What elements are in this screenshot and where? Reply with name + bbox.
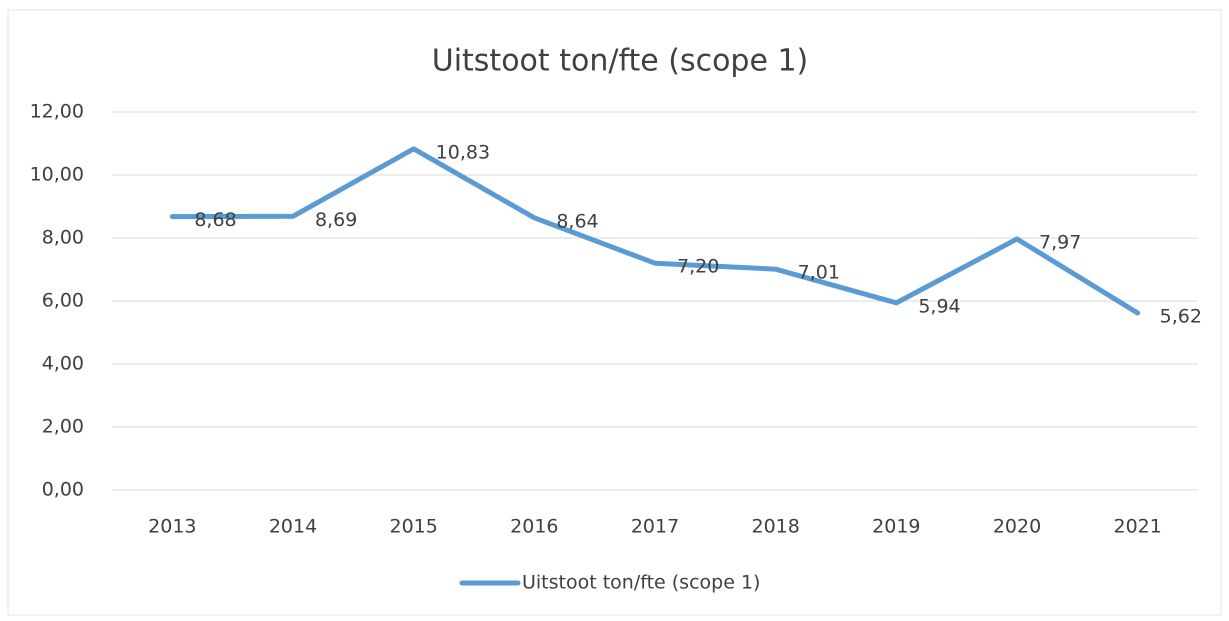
data-label: 5,62 bbox=[1160, 305, 1202, 327]
chart-title: Uitstoot ton/fte (scope 1) bbox=[432, 44, 809, 79]
data-label: 8,68 bbox=[194, 209, 236, 231]
x-tick-label: 2014 bbox=[269, 516, 317, 538]
x-tick-label: 2021 bbox=[1113, 516, 1161, 538]
y-tick-label: 6,00 bbox=[42, 290, 84, 312]
data-label: 10,83 bbox=[436, 141, 490, 163]
data-label: 7,20 bbox=[677, 256, 719, 278]
data-label: 7,97 bbox=[1039, 231, 1081, 253]
x-tick-label: 2013 bbox=[148, 516, 196, 538]
x-tick-label: 2017 bbox=[631, 516, 679, 538]
x-tick-label: 2020 bbox=[993, 516, 1041, 538]
x-tick-label: 2015 bbox=[389, 516, 437, 538]
legend-label: Uitstoot ton/fte (scope 1) bbox=[522, 572, 760, 594]
data-line bbox=[169, 146, 1141, 316]
data-label: 8,64 bbox=[556, 210, 598, 232]
chart-border bbox=[7, 9, 1222, 616]
x-tick-label: 2018 bbox=[751, 516, 799, 538]
x-tick-label: 2019 bbox=[872, 516, 920, 538]
y-tick-label: 0,00 bbox=[42, 479, 84, 501]
data-label: 8,69 bbox=[315, 209, 357, 231]
y-tick-label: 8,00 bbox=[42, 227, 84, 249]
y-tick-label: 4,00 bbox=[42, 353, 84, 375]
y-tick-label: 12,00 bbox=[30, 101, 84, 123]
y-tick-label: 2,00 bbox=[42, 416, 84, 438]
y-tick-label: 10,00 bbox=[30, 164, 84, 186]
x-tick-label: 2016 bbox=[510, 516, 558, 538]
data-label: 7,01 bbox=[798, 262, 840, 284]
data-label: 5,94 bbox=[918, 295, 960, 317]
